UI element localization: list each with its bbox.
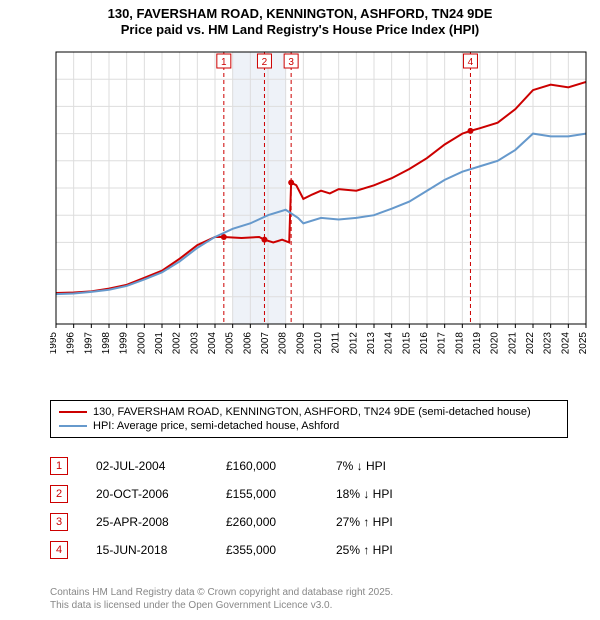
sales-price: £160,000 bbox=[226, 459, 336, 473]
x-tick-label: 2020 bbox=[490, 332, 501, 355]
x-tick-label: 2011 bbox=[331, 332, 342, 354]
x-tick-label: 2022 bbox=[525, 332, 536, 355]
x-tick-label: 2004 bbox=[207, 332, 218, 355]
sales-date: 20-OCT-2006 bbox=[96, 487, 226, 501]
sales-table: 1 02-JUL-2004£160,0007% ↓ HPI 2 20-OCT-2006… bbox=[50, 452, 446, 564]
sales-row: 3 25-APR-2008£260,00027% ↑ HPI bbox=[50, 508, 446, 536]
sales-diff: 25% ↑ HPI bbox=[336, 543, 446, 557]
x-tick-label: 2015 bbox=[401, 332, 412, 355]
x-tick-label: 2006 bbox=[242, 332, 253, 355]
title-line-1: 130, FAVERSHAM ROAD, KENNINGTON, ASHFORD… bbox=[0, 6, 600, 22]
x-tick-label: 2005 bbox=[225, 332, 236, 355]
legend-swatch bbox=[59, 411, 87, 413]
sales-marker: 3 bbox=[50, 513, 68, 531]
legend-label: 130, FAVERSHAM ROAD, KENNINGTON, ASHFORD… bbox=[93, 406, 531, 418]
sales-diff: 18% ↓ HPI bbox=[336, 487, 446, 501]
x-tick-label: 2025 bbox=[578, 332, 589, 355]
x-tick-label: 2013 bbox=[366, 332, 377, 355]
marker-number: 3 bbox=[288, 57, 294, 68]
x-tick-label: 2009 bbox=[295, 332, 306, 355]
title-line-2: Price paid vs. HM Land Registry's House … bbox=[0, 22, 600, 38]
sales-price: £260,000 bbox=[226, 515, 336, 529]
x-tick-label: 2007 bbox=[260, 332, 271, 355]
legend-label: HPI: Average price, semi-detached house,… bbox=[93, 420, 339, 432]
x-tick-label: 2002 bbox=[172, 332, 183, 355]
x-tick-label: 1996 bbox=[66, 332, 77, 355]
x-tick-label: 1997 bbox=[83, 332, 94, 355]
footer-line-2: This data is licensed under the Open Gov… bbox=[50, 599, 393, 612]
title-block: 130, FAVERSHAM ROAD, KENNINGTON, ASHFORD… bbox=[0, 0, 600, 39]
page: 130, FAVERSHAM ROAD, KENNINGTON, ASHFORD… bbox=[0, 0, 600, 620]
x-tick-label: 2023 bbox=[543, 332, 554, 355]
footer: Contains HM Land Registry data © Crown c… bbox=[50, 586, 393, 612]
legend-swatch bbox=[59, 425, 87, 427]
x-tick-label: 2010 bbox=[313, 332, 324, 355]
sales-diff: 7% ↓ HPI bbox=[336, 459, 446, 473]
marker-number: 2 bbox=[262, 57, 268, 68]
sales-date: 02-JUL-2004 bbox=[96, 459, 226, 473]
sales-date: 15-JUN-2018 bbox=[96, 543, 226, 557]
sales-row: 4 15-JUN-2018£355,00025% ↑ HPI bbox=[50, 536, 446, 564]
marker-number: 4 bbox=[468, 57, 474, 68]
sale-point bbox=[288, 180, 294, 186]
sales-diff: 27% ↑ HPI bbox=[336, 515, 446, 529]
x-tick-label: 2018 bbox=[454, 332, 465, 355]
sale-point bbox=[467, 128, 473, 134]
x-tick-label: 2008 bbox=[278, 332, 289, 355]
x-tick-label: 1995 bbox=[50, 332, 59, 355]
sale-point bbox=[261, 237, 267, 243]
x-tick-label: 2003 bbox=[189, 332, 200, 355]
x-tick-label: 2000 bbox=[136, 332, 147, 355]
x-tick-label: 2021 bbox=[507, 332, 518, 355]
x-tick-label: 2012 bbox=[348, 332, 359, 355]
chart: £0£50K£100K£150K£200K£250K£300K£350K£400… bbox=[50, 48, 590, 368]
x-tick-label: 2024 bbox=[560, 332, 571, 355]
x-tick-label: 1998 bbox=[101, 332, 112, 355]
legend: 130, FAVERSHAM ROAD, KENNINGTON, ASHFORD… bbox=[50, 400, 568, 438]
chart-svg: £0£50K£100K£150K£200K£250K£300K£350K£400… bbox=[50, 48, 590, 368]
x-tick-label: 2016 bbox=[419, 332, 430, 355]
sales-row: 1 02-JUL-2004£160,0007% ↓ HPI bbox=[50, 452, 446, 480]
x-tick-label: 2001 bbox=[154, 332, 165, 355]
sales-price: £155,000 bbox=[226, 487, 336, 501]
sales-date: 25-APR-2008 bbox=[96, 515, 226, 529]
sales-marker: 4 bbox=[50, 541, 68, 559]
x-tick-label: 1999 bbox=[119, 332, 130, 355]
legend-row: 130, FAVERSHAM ROAD, KENNINGTON, ASHFORD… bbox=[59, 405, 559, 419]
x-tick-label: 2014 bbox=[384, 332, 395, 355]
sales-marker: 1 bbox=[50, 457, 68, 475]
x-tick-label: 2017 bbox=[437, 332, 448, 355]
legend-row: HPI: Average price, semi-detached house,… bbox=[59, 419, 559, 433]
footer-line-1: Contains HM Land Registry data © Crown c… bbox=[50, 586, 393, 599]
marker-number: 1 bbox=[221, 57, 227, 68]
sales-price: £355,000 bbox=[226, 543, 336, 557]
sales-row: 2 20-OCT-2006£155,00018% ↓ HPI bbox=[50, 480, 446, 508]
x-tick-label: 2019 bbox=[472, 332, 483, 355]
sales-marker: 2 bbox=[50, 485, 68, 503]
